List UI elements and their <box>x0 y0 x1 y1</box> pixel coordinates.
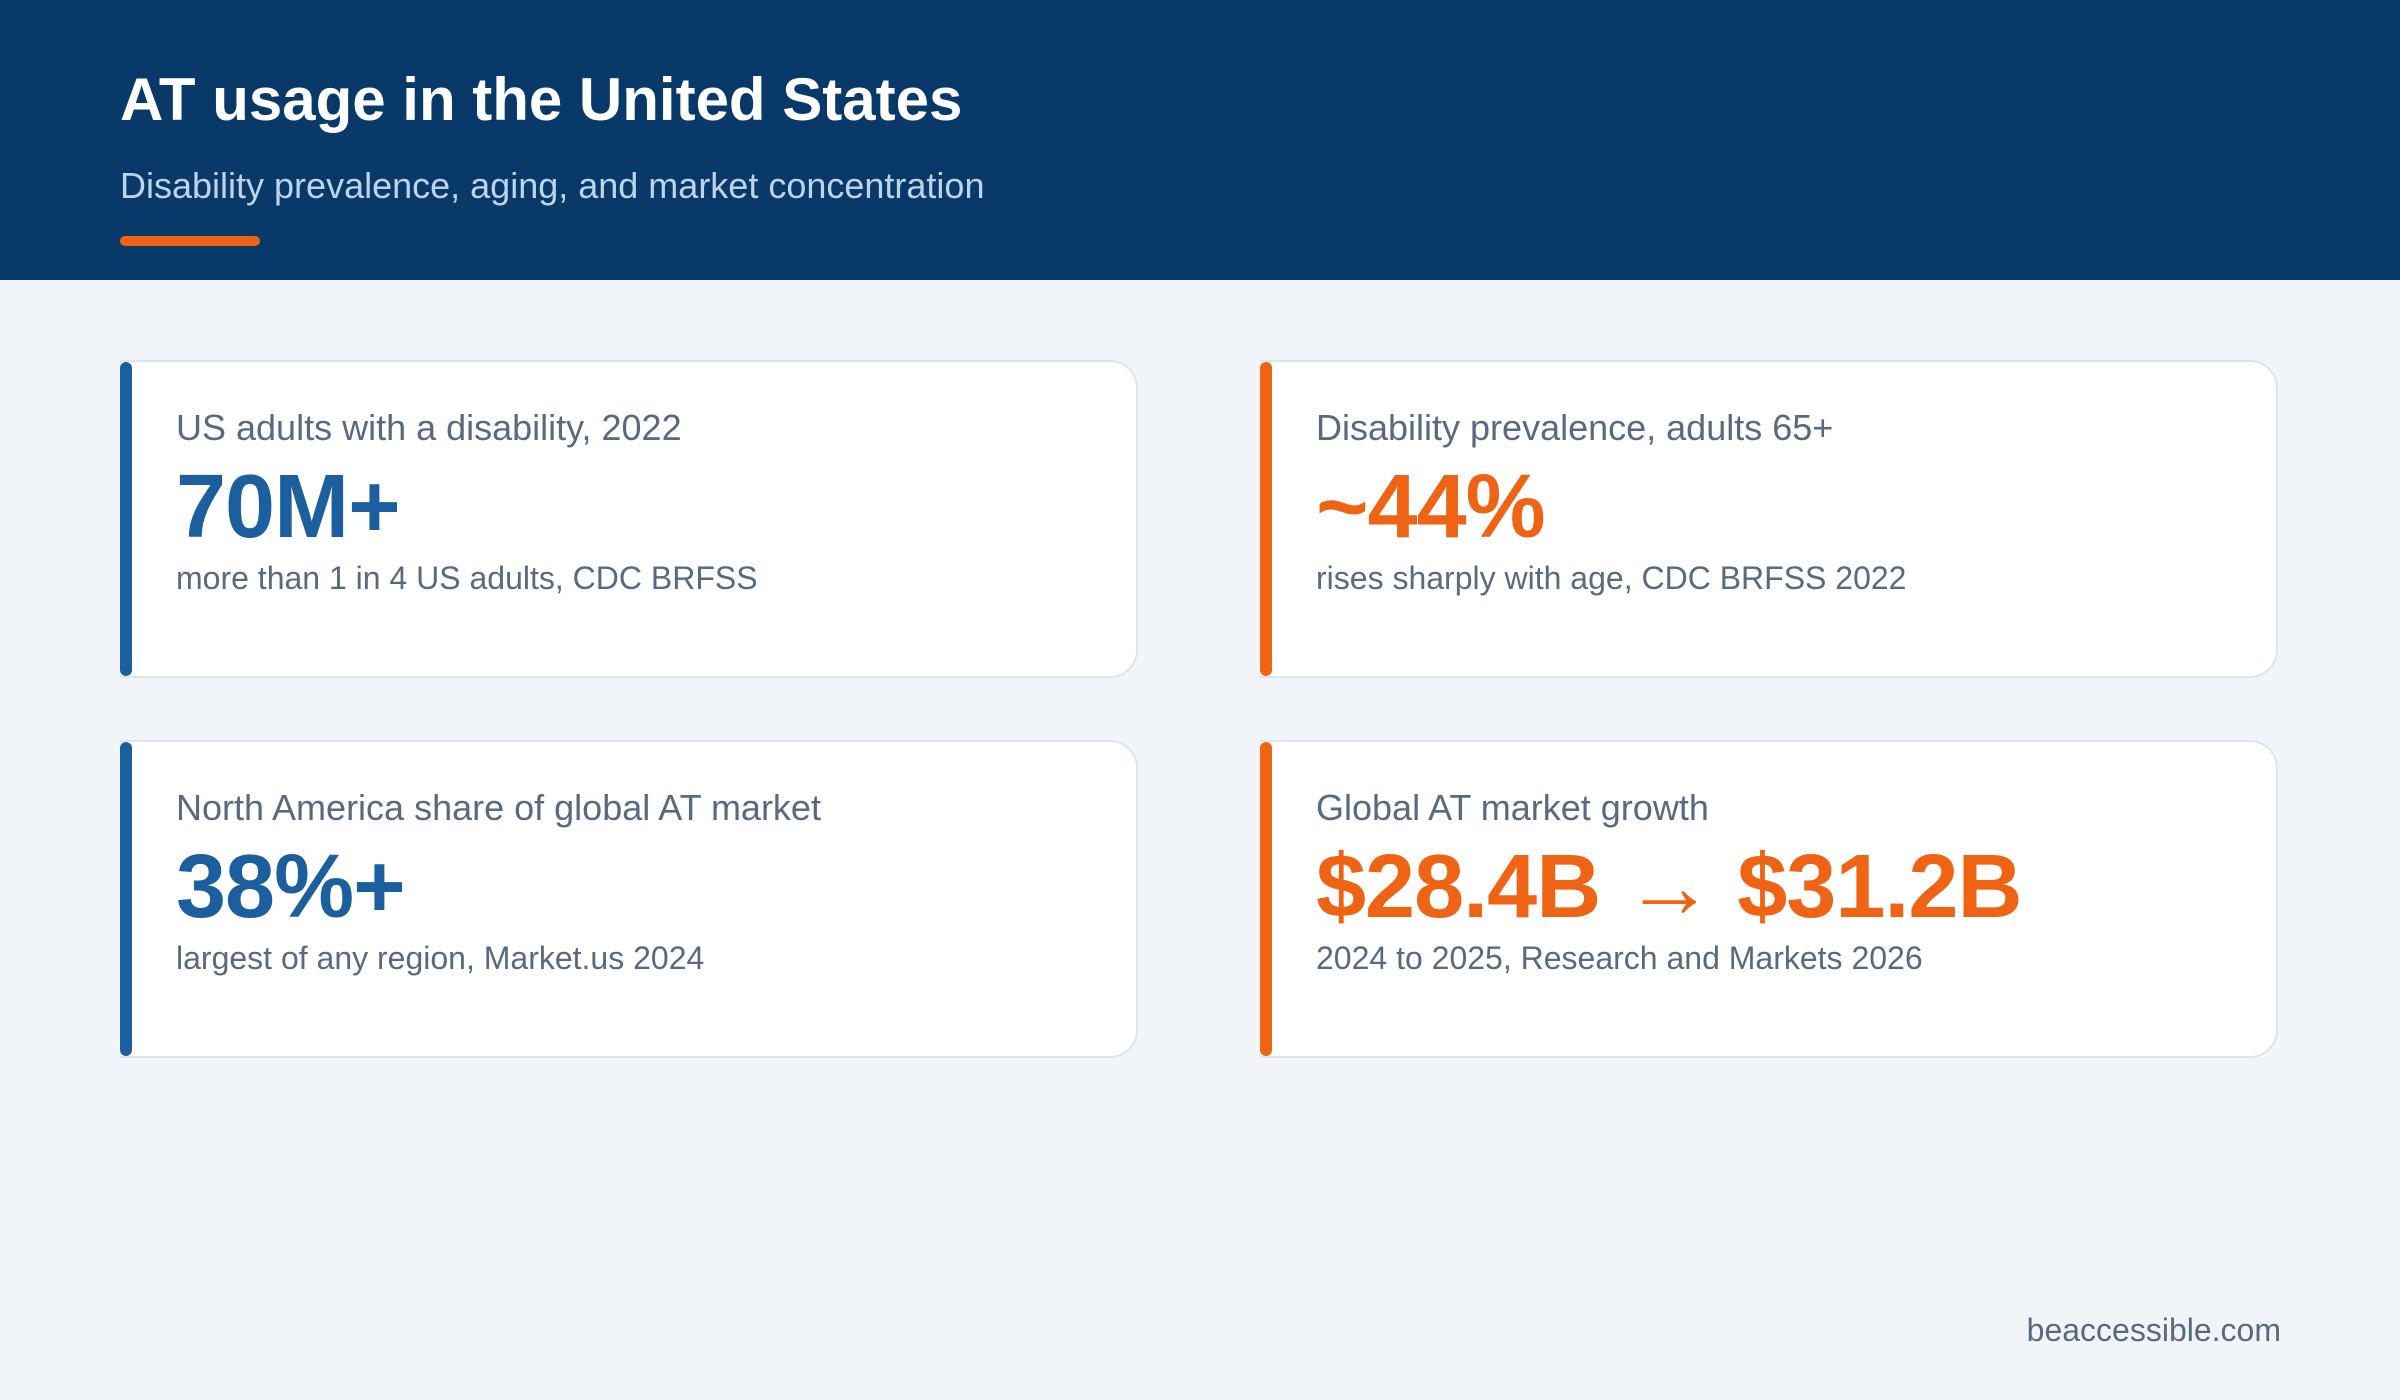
stat-note: 2024 to 2025, Research and Markets 2026 <box>1316 940 1923 976</box>
stat-label: North America share of global AT market <box>176 787 821 828</box>
stat-label: Disability prevalence, adults 65+ <box>1316 407 1834 448</box>
stat-label: Global AT market growth <box>1316 787 1709 828</box>
card-accent-bar <box>120 742 132 1056</box>
stat-card-prevalence-65-plus: Disability prevalence, adults 65+ ~44% r… <box>1260 360 2278 678</box>
accent-rule <box>120 236 260 246</box>
page-subtitle: Disability prevalence, aging, and market… <box>120 165 985 206</box>
card-accent-bar <box>120 362 132 676</box>
stat-value: ~44% <box>1316 457 1546 557</box>
card-accent-bar <box>1260 742 1272 1056</box>
stat-note: largest of any region, Market.us 2024 <box>176 940 705 976</box>
page-header: AT usage in the United States Disability… <box>0 0 2400 280</box>
stat-note: rises sharply with age, CDC BRFSS 2022 <box>1316 560 1907 596</box>
stat-card-market-growth: Global AT market growth $28.4B → $31.2B … <box>1260 740 2278 1058</box>
stat-card-us-adults-disability: US adults with a disability, 2022 70M+ m… <box>120 360 1138 678</box>
page-title: AT usage in the United States <box>120 66 963 133</box>
stat-value: 70M+ <box>176 457 401 557</box>
stat-value: $28.4B → $31.2B <box>1316 837 2022 937</box>
card-accent-bar <box>1260 362 1272 676</box>
footer-site-link[interactable]: beaccessible.com <box>2026 1312 2281 1348</box>
stat-value: 38%+ <box>176 837 406 937</box>
stat-note: more than 1 in 4 US adults, CDC BRFSS <box>176 560 758 596</box>
stat-card-north-america-share: North America share of global AT market … <box>120 740 1138 1058</box>
stat-label: US adults with a disability, 2022 <box>176 407 682 448</box>
